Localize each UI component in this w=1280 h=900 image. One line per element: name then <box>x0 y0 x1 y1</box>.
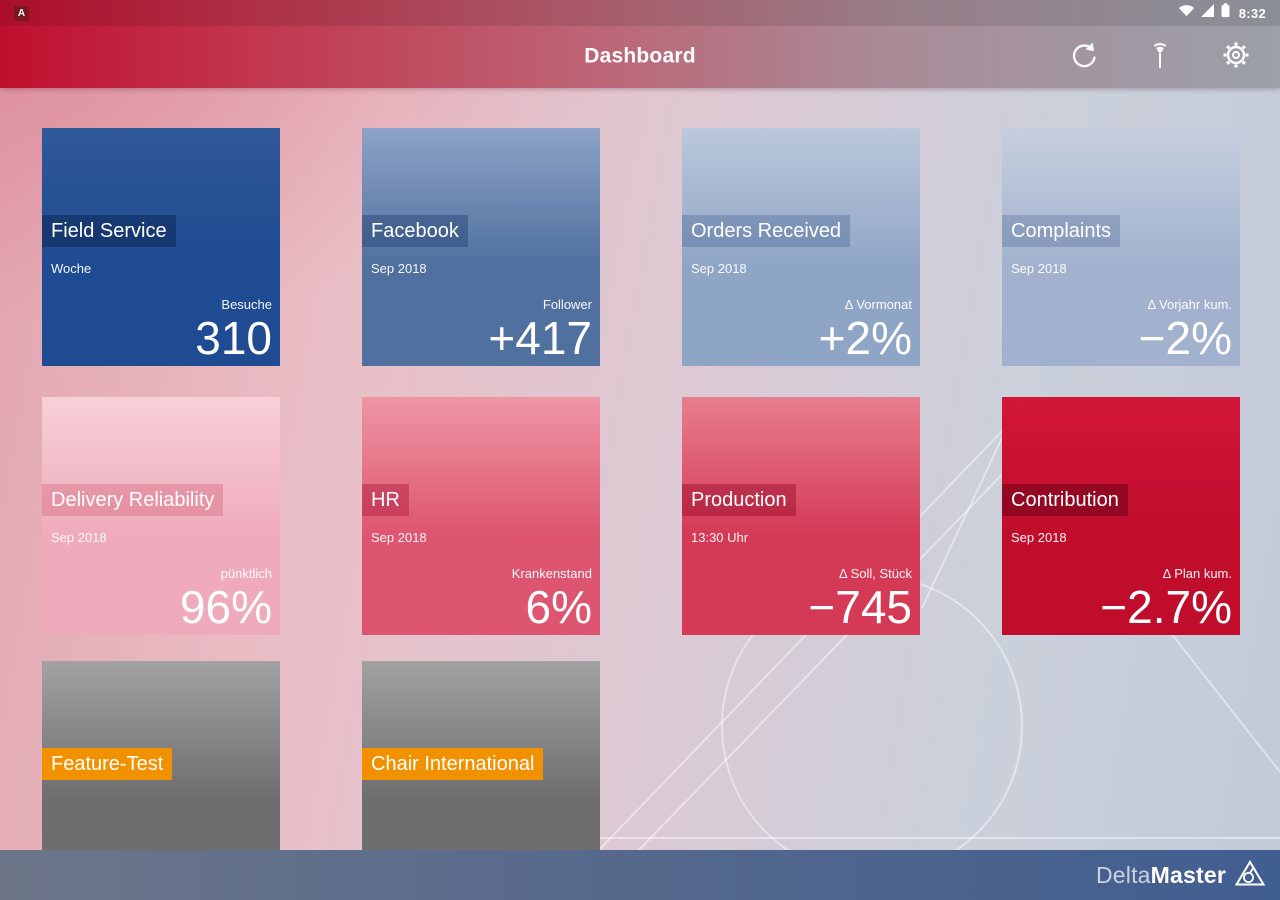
tile-value: 6% <box>525 581 592 633</box>
tile-production[interactable]: Production 13:30 Uhr Δ Soll, Stück −745 <box>682 397 920 635</box>
tile-contribution[interactable]: Contribution Sep 2018 Δ Plan kum. −2.7% <box>1002 397 1240 635</box>
tile-metric: pünktlich <box>220 566 272 581</box>
deltamaster-6-logo-icon <box>1234 859 1266 892</box>
tile-period: Sep 2018 <box>1011 261 1067 276</box>
tile-value: 96% <box>179 581 272 633</box>
tile-title: Contribution <box>1002 484 1128 516</box>
settings-button[interactable] <box>1220 41 1252 73</box>
tile-title: Production <box>682 484 796 516</box>
tile-complaints[interactable]: Complaints Sep 2018 Δ Vorjahr kum. −2% <box>1002 128 1240 366</box>
refresh-icon <box>1069 40 1099 75</box>
brand-master: Master <box>1150 861 1226 888</box>
tile-facebook[interactable]: Facebook Sep 2018 Follower +417 <box>362 128 600 366</box>
tile-metric: Besuche <box>221 297 272 312</box>
tile-value: +417 <box>488 312 592 364</box>
tile-title: Complaints <box>1002 215 1121 247</box>
wifi-icon <box>1178 4 1195 22</box>
tile-period: Sep 2018 <box>1011 530 1067 545</box>
tile-period: Sep 2018 <box>371 530 427 545</box>
tile-title: Field Service <box>42 215 176 247</box>
tile-value: −745 <box>808 581 912 633</box>
tile-value: −2.7% <box>1100 581 1232 633</box>
clock: 8:32 <box>1238 5 1266 21</box>
brand-wordmark: DeltaMaster <box>1096 862 1226 889</box>
tile-orders-received[interactable]: Orders Received Sep 2018 Δ Vormonat +2% <box>682 128 920 366</box>
app-bar: Dashboard <box>0 26 1280 88</box>
header: A 8:32 Dashboard <box>0 0 1280 88</box>
tile-metric: Follower <box>542 297 592 312</box>
tile-metric: Δ Plan kum. <box>1162 566 1232 581</box>
page-title: Dashboard <box>584 44 696 68</box>
tile-title: Chair International <box>362 748 544 780</box>
tile-figure: Krankenstand 6% <box>512 566 592 632</box>
tile-title: Orders Received <box>682 215 851 247</box>
tile-metric: Krankenstand <box>511 566 592 581</box>
broadcast-icon <box>1145 40 1175 75</box>
tile-figure: Besuche 310 <box>195 297 272 363</box>
tile-metric: Δ Soll, Stück <box>839 566 912 581</box>
cellular-signal-icon <box>1200 4 1215 22</box>
battery-icon <box>1221 3 1230 23</box>
tile-title: HR <box>362 484 409 516</box>
tile-delivery-reliability[interactable]: Delivery Reliability Sep 2018 pünktlich … <box>42 397 280 635</box>
tile-period: 13:30 Uhr <box>691 530 749 545</box>
tile-metric: Δ Vormonat <box>844 297 912 312</box>
tile-title: Facebook <box>362 215 468 247</box>
tile-period: Sep 2018 <box>51 530 107 545</box>
tile-figure: pünktlich 96% <box>180 566 272 632</box>
refresh-button[interactable] <box>1068 41 1100 73</box>
footer: DeltaMaster <box>0 850 1280 900</box>
tile-field-service[interactable]: Field Service Woche Besuche 310 <box>42 128 280 366</box>
tile-period: Sep 2018 <box>691 261 747 276</box>
brand-delta: Delta <box>1095 861 1151 888</box>
tile-figure: Δ Soll, Stück −745 <box>808 566 912 632</box>
tile-figure: Δ Vormonat +2% <box>819 297 912 363</box>
tile-value: −2% <box>1138 312 1232 364</box>
tile-value: +2% <box>818 312 912 364</box>
tile-title: Delivery Reliability <box>42 484 224 516</box>
tile-figure: Follower +417 <box>488 297 592 363</box>
status-icons: 8:32 <box>1178 3 1266 23</box>
notification-app-badge: A <box>14 5 29 21</box>
broadcast-button[interactable] <box>1144 41 1176 73</box>
tile-period: Woche <box>51 261 92 276</box>
tile-figure: Δ Vorjahr kum. −2% <box>1139 297 1232 363</box>
tile-value: 310 <box>195 312 272 364</box>
settings-gear-icon <box>1221 40 1251 75</box>
tile-metric: Δ Vorjahr kum. <box>1147 297 1232 312</box>
tile-period: Sep 2018 <box>371 261 427 276</box>
app-bar-actions <box>1068 41 1252 73</box>
tile-title: Feature-Test <box>42 748 173 780</box>
tile-hr[interactable]: HR Sep 2018 Krankenstand 6% <box>362 397 600 635</box>
status-bar: A 8:32 <box>0 0 1280 26</box>
tile-figure: Δ Plan kum. −2.7% <box>1100 566 1232 632</box>
